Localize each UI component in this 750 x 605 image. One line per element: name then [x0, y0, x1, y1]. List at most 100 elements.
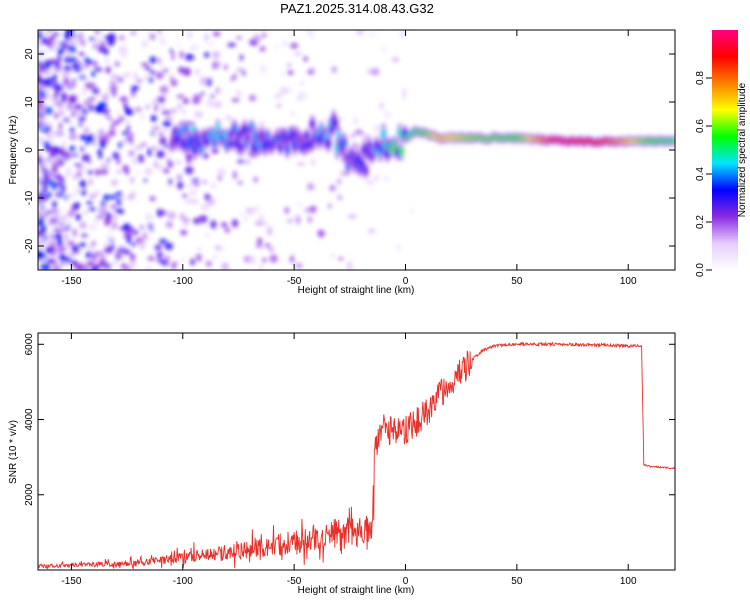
spectrogram-noise-blob — [74, 263, 82, 270]
spectrogram-noise-blob — [78, 115, 86, 122]
spectrogram-noise-blob — [140, 225, 144, 230]
spectrogram-x-tick-label: 100 — [620, 276, 637, 287]
spectrogram-noise-blob — [53, 228, 62, 232]
spectrogram-noise-blob — [58, 49, 62, 57]
snr-x-tick-label: 50 — [511, 576, 523, 587]
spectrogram-noise-blob — [121, 74, 125, 80]
spectrogram-ridge-core — [178, 127, 183, 137]
spectrogram-noise-blob — [68, 133, 78, 141]
spectrogram-noise-blob — [254, 220, 264, 226]
spectrogram-noise-blob — [162, 168, 170, 174]
spectrogram-noise-blob — [38, 253, 44, 261]
spectrogram-noise-blob — [42, 80, 47, 84]
spectrogram-noise-blob — [73, 173, 78, 180]
spectrogram-noise-blob — [80, 233, 88, 238]
spectrogram-noise-blob — [149, 196, 156, 202]
spectrogram-noise-blob — [139, 113, 145, 121]
spectrogram-noise-blob — [305, 188, 311, 192]
spectrogram-noise-blob — [239, 54, 244, 61]
spectrogram-y-ticks: -20 -10 0 10 20 — [24, 48, 675, 253]
spectrogram-noise-blob — [203, 52, 210, 58]
spectrogram-noise-blob — [61, 71, 70, 78]
spectrogram-noise-blob — [350, 133, 355, 139]
spectrogram-noise-blob — [180, 50, 184, 59]
snr-x-tick-label: -100 — [173, 576, 193, 587]
spectrogram-noise-blob — [57, 245, 65, 254]
spectrogram-noise-blob — [269, 254, 278, 263]
spectrogram-ridge-core — [190, 125, 196, 133]
spectrogram-noise-blob — [49, 130, 56, 138]
spectrogram-noise-blob — [154, 103, 158, 112]
spectrogram-x-tick-label: -50 — [287, 276, 302, 287]
spectrogram-ridge-core — [363, 166, 369, 175]
spectrogram-noise-blob — [180, 212, 185, 221]
spectrogram-noise-blob — [88, 224, 97, 231]
spectrogram-noise-blob — [43, 141, 51, 148]
spectrogram-noise-blob — [95, 30, 100, 35]
spectrogram-noise-blob — [39, 125, 47, 129]
snr-x-tick-label: 100 — [620, 576, 637, 587]
spectrogram-noise-blob — [130, 253, 136, 262]
spectrogram-ridge-core — [381, 128, 387, 141]
spectrogram-noise-blob — [180, 229, 188, 236]
spectrogram-noise-blob — [38, 69, 41, 77]
spectrogram-noise-blob — [118, 45, 128, 55]
spectrogram-noise-blob — [327, 203, 332, 209]
spectrogram-noise-blob — [184, 166, 194, 175]
spectrogram-noise-blob — [51, 160, 60, 168]
spectrogram-noise-blob — [197, 246, 202, 252]
spectrogram-noise-blob — [66, 225, 70, 231]
spectrogram-noise-blob — [49, 35, 56, 40]
spectrogram-noise-blob — [79, 179, 87, 189]
spectrogram-noise-blob — [282, 41, 289, 46]
spectrogram-noise-blob — [38, 56, 41, 61]
spectrogram-noise-blob — [307, 69, 315, 75]
spectrogram-noise-blob — [236, 36, 243, 40]
spectrogram-noise-blob — [53, 67, 60, 72]
spectrogram-noise-blob — [122, 164, 130, 173]
spectrogram-noise-blob — [38, 34, 42, 40]
spectrogram-noise-blob — [38, 149, 41, 158]
spectrogram-ridge-core — [222, 131, 228, 139]
spectrogram-noise-blob — [57, 147, 66, 156]
spectrogram-noise-blob — [176, 94, 185, 99]
spectrogram-noise-blob — [63, 65, 72, 72]
spectrogram-noise-blob — [126, 235, 131, 245]
spectrogram-noise-blob — [306, 30, 312, 34]
spectrogram-ridge-core — [233, 125, 239, 133]
spectrogram-noise-blob — [86, 135, 94, 141]
spectrogram-noise-blob — [299, 81, 305, 86]
spectrogram-noise-blob — [174, 107, 184, 112]
spectrogram-noise-blob — [50, 58, 56, 65]
spectrogram-noise-blob — [59, 156, 65, 161]
spectrogram-noise-blob — [54, 89, 60, 95]
spectrogram-noise-blob — [89, 254, 94, 260]
spectrogram-noise-blob — [66, 166, 72, 175]
spectrogram-noise-blob — [205, 260, 213, 267]
spectrogram-noise-blob — [79, 40, 85, 45]
colorbar-tick-label: 0.0 — [695, 263, 706, 277]
spectrogram-noise-blob — [160, 64, 164, 69]
spectrogram-noise-blob — [92, 44, 99, 49]
spectrogram-noise-blob — [124, 119, 131, 123]
spectrogram-noise-blob — [202, 179, 208, 184]
spectrogram-noise-blob — [38, 221, 44, 225]
spectrogram-noise-blob — [182, 67, 192, 77]
spectrogram-noise-blob — [108, 136, 112, 146]
spectrogram-noise-blob — [212, 31, 221, 37]
spectrogram-noise-blob — [402, 88, 407, 95]
spectrogram-noise-blob — [88, 37, 96, 41]
spectrogram-noise-blob — [396, 244, 401, 251]
spectrogram-noise-blob — [410, 208, 414, 214]
spectrogram-noise-blob — [151, 99, 158, 105]
spectrogram-noise-blob — [273, 93, 282, 100]
spectrogram-noise-blob — [118, 141, 123, 149]
spectrogram-noise-blob — [110, 124, 116, 129]
spectrogram-noise-blob — [53, 103, 59, 108]
spectrogram-noise-blob — [137, 154, 145, 164]
spectrogram-noise-blob — [157, 132, 164, 137]
spectrogram-noise-blob — [71, 153, 78, 157]
spectrogram-noise-blob — [247, 255, 256, 264]
spectrogram-noise-blob — [336, 178, 342, 185]
spectrogram-noise-blob — [214, 100, 223, 109]
